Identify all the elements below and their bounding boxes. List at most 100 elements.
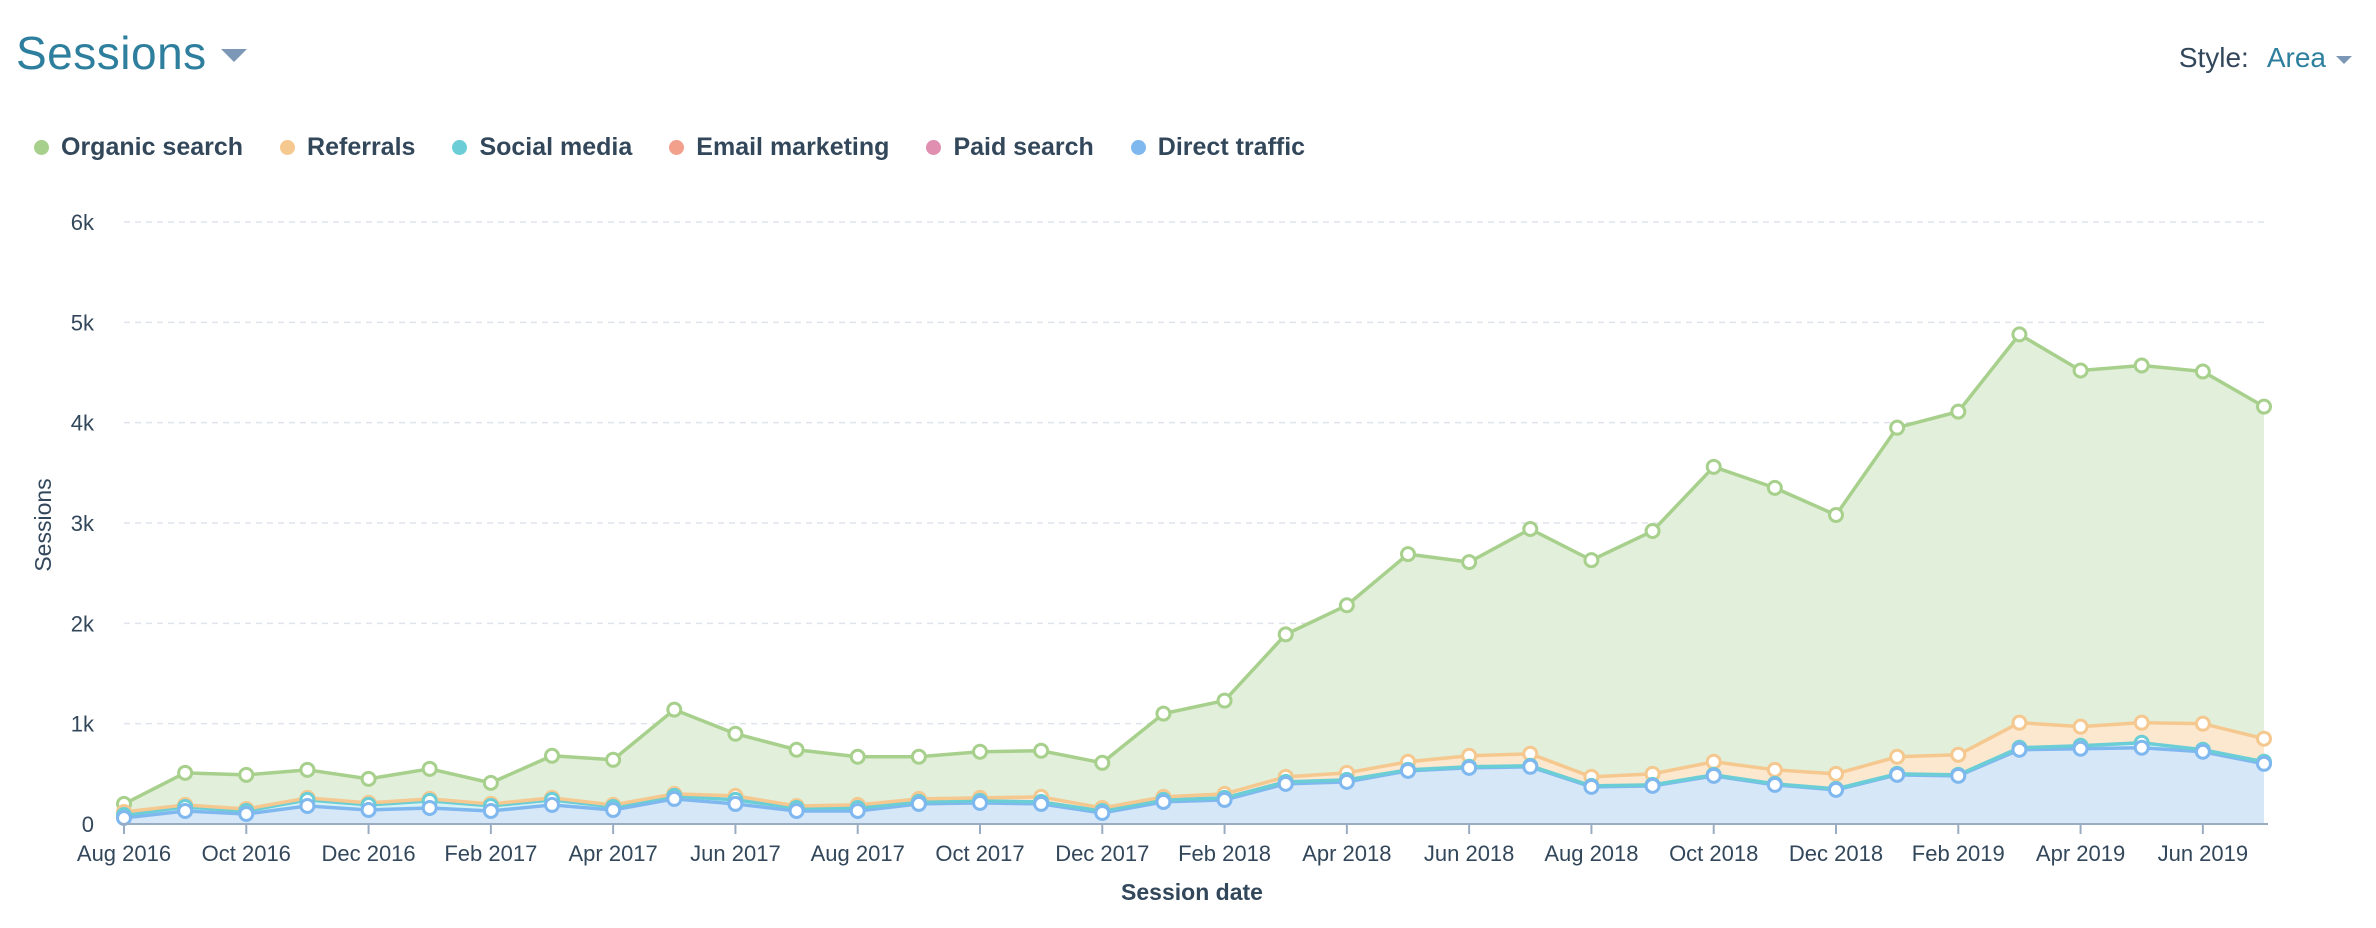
x-tick-label: Oct 2018 xyxy=(1669,841,1758,866)
point-organic-search xyxy=(605,751,622,768)
point-direct-traffic xyxy=(1705,767,1722,784)
point-organic-search xyxy=(849,748,866,765)
point-direct-traffic xyxy=(1033,795,1050,812)
point-direct-traffic xyxy=(1644,777,1661,794)
point-organic-search xyxy=(421,760,438,777)
y-tick-label: 1k xyxy=(71,712,95,737)
series-areas xyxy=(124,334,2264,824)
point-direct-traffic xyxy=(1766,776,1783,793)
point-direct-traffic xyxy=(2256,755,2272,772)
point-direct-traffic xyxy=(910,795,927,812)
point-direct-traffic xyxy=(1583,778,1600,795)
report-title-dropdown[interactable]: Sessions xyxy=(16,26,247,80)
point-organic-search xyxy=(972,743,988,760)
x-tick-label: Jun 2017 xyxy=(690,841,781,866)
style-label: Style: xyxy=(2178,42,2249,73)
point-organic-search xyxy=(910,748,927,765)
style-dropdown[interactable]: Area xyxy=(2266,42,2326,73)
point-direct-traffic xyxy=(238,805,255,822)
line-organic-search xyxy=(123,332,2265,806)
x-tick-label: Feb 2018 xyxy=(1178,841,1271,866)
point-direct-traffic xyxy=(666,790,683,807)
report-title: Sessions xyxy=(16,27,207,79)
point-organic-search xyxy=(666,701,683,718)
point-organic-search xyxy=(1155,705,1172,722)
point-referrals xyxy=(1766,761,1783,778)
y-tick-label: 3k xyxy=(71,511,95,536)
point-direct-traffic xyxy=(177,802,194,819)
x-tick-label: Aug 2016 xyxy=(77,841,171,866)
x-tick-label: Aug 2018 xyxy=(1544,841,1638,866)
point-direct-traffic xyxy=(544,796,560,813)
point-organic-search xyxy=(2194,363,2211,380)
legend-item-organic-search[interactable]: Organic search xyxy=(34,133,243,162)
point-organic-search xyxy=(1644,523,1661,540)
point-organic-search xyxy=(1766,479,1783,496)
line-social-media xyxy=(123,740,2265,817)
legend-item-email-marketing[interactable]: Email marketing xyxy=(669,133,889,162)
point-direct-traffic xyxy=(1889,766,1906,783)
point-organic-search xyxy=(2256,398,2272,415)
point-organic-search xyxy=(177,764,194,781)
point-direct-traffic xyxy=(1400,762,1416,779)
x-tick-label: Apr 2018 xyxy=(1302,841,1391,866)
x-tick-label: Apr 2019 xyxy=(2036,841,2125,866)
point-organic-search xyxy=(1522,521,1539,538)
chart-legend: Organic search Referrals Social media Em… xyxy=(34,133,1342,162)
point-direct-traffic xyxy=(788,802,805,819)
chevron-down-icon[interactable] xyxy=(2336,56,2352,64)
point-direct-traffic xyxy=(1155,793,1172,810)
point-organic-search xyxy=(299,761,316,778)
point-direct-traffic xyxy=(1461,759,1478,776)
point-referrals xyxy=(1889,748,1906,765)
point-direct-traffic xyxy=(1216,791,1233,808)
x-tick-label: Jun 2019 xyxy=(2158,841,2249,866)
point-organic-search xyxy=(1216,692,1233,709)
legend-item-direct-traffic[interactable]: Direct traffic xyxy=(1130,133,1305,162)
point-referrals xyxy=(2133,714,2150,731)
point-organic-search xyxy=(1950,403,1967,420)
point-direct-traffic xyxy=(1828,781,1844,798)
point-direct-traffic xyxy=(116,809,132,826)
point-direct-traffic xyxy=(2072,740,2089,757)
point-organic-search xyxy=(788,741,805,758)
point-direct-traffic xyxy=(2011,741,2028,758)
point-direct-traffic xyxy=(2133,739,2150,756)
point-organic-search xyxy=(727,725,744,742)
legend-label: Email marketing xyxy=(696,133,890,161)
point-organic-search xyxy=(482,774,499,791)
point-organic-search xyxy=(1400,546,1416,563)
legend-swatch-icon xyxy=(452,140,468,155)
point-direct-traffic xyxy=(605,801,622,818)
legend-swatch-icon xyxy=(926,140,942,155)
x-tick-label: Dec 2018 xyxy=(1789,841,1883,866)
legend-item-referrals[interactable]: Referrals xyxy=(280,133,415,162)
point-organic-search xyxy=(1338,597,1355,614)
point-referrals xyxy=(1950,746,1967,763)
point-organic-search xyxy=(1828,506,1844,523)
point-referrals xyxy=(1705,753,1722,770)
legend-label: Paid search xyxy=(953,133,1094,161)
point-direct-traffic xyxy=(299,797,316,814)
legend-item-social-media[interactable]: Social media xyxy=(452,133,632,162)
y-axis-title: Sessions xyxy=(30,478,56,571)
legend-item-paid-search[interactable]: Paid search xyxy=(926,133,1094,162)
chevron-down-icon[interactable] xyxy=(220,48,247,62)
legend-swatch-icon xyxy=(669,140,685,155)
point-direct-traffic xyxy=(421,799,438,816)
x-tick-label: Feb 2019 xyxy=(1912,841,2005,866)
x-tick-label: Oct 2016 xyxy=(202,841,291,866)
point-direct-traffic xyxy=(727,795,744,812)
line-referrals xyxy=(123,720,2265,814)
point-organic-search xyxy=(1705,458,1722,475)
y-tick-label: 4k xyxy=(71,411,95,436)
legend-swatch-icon xyxy=(34,140,49,155)
y-tick-label: 2k xyxy=(71,611,95,636)
point-organic-search xyxy=(1033,742,1050,759)
point-direct-traffic xyxy=(849,802,866,819)
area-organic-search xyxy=(124,334,2264,812)
axes: 0 1k 2k 3k 4k 5k 6k Aug 2016 Oct 2016 Dec 2016 Feb… xyxy=(30,210,2268,905)
legend-label: Referrals xyxy=(307,133,416,161)
y-tick-label: 0 xyxy=(82,812,94,837)
